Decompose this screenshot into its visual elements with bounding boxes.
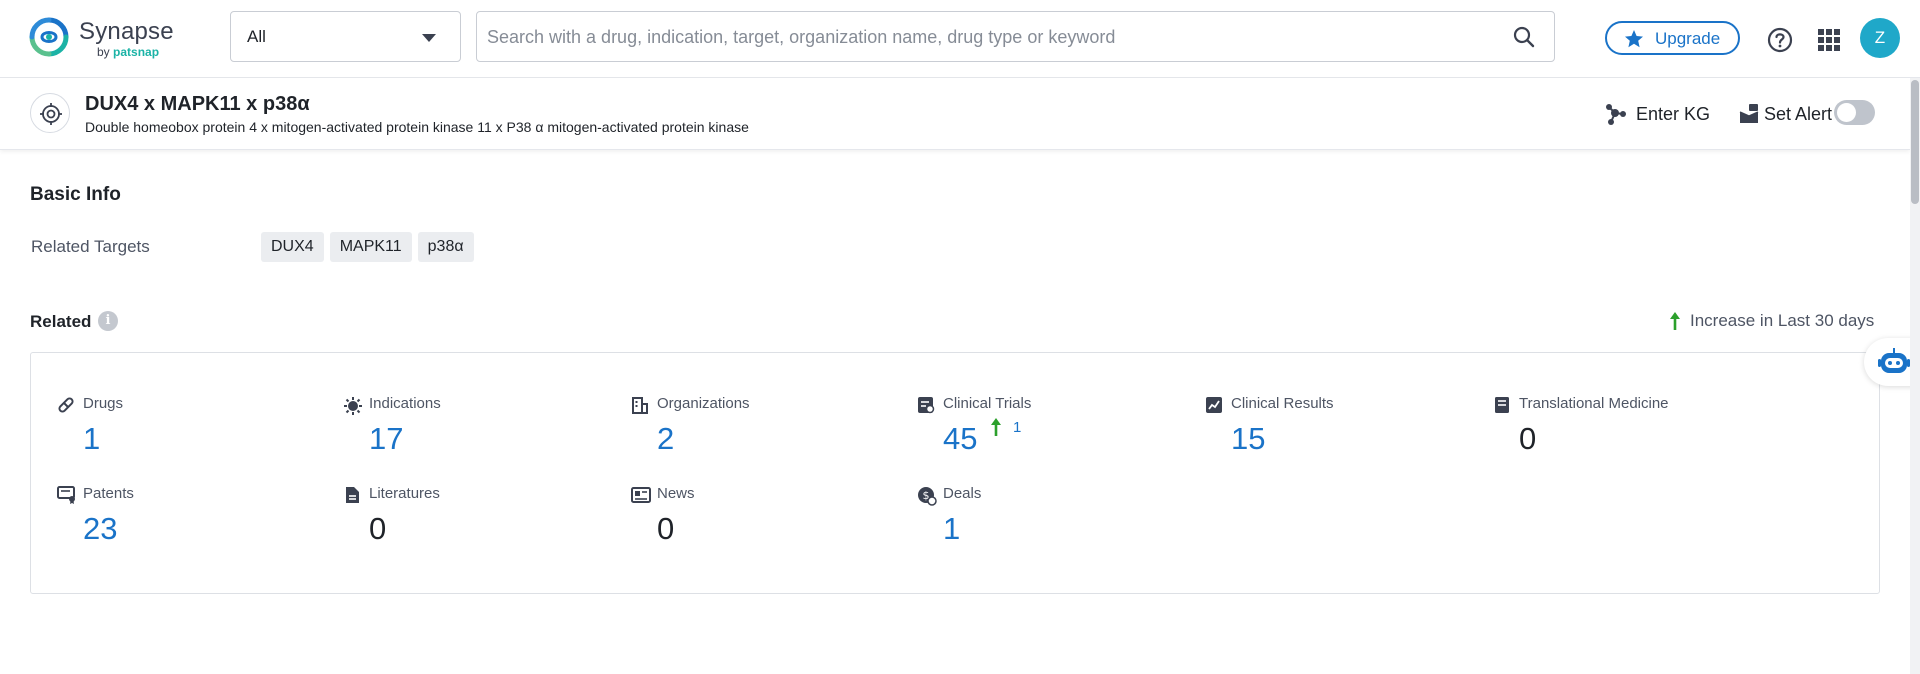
- stat-clinical-trials: Clinical Trials 45 1: [917, 395, 1187, 475]
- user-avatar[interactable]: Z: [1860, 18, 1900, 58]
- set-alert-label: Set Alert: [1764, 104, 1832, 125]
- stat-patents: Patents 23: [57, 485, 327, 565]
- stat-news: News 0: [631, 485, 901, 565]
- search-box: [476, 11, 1555, 62]
- stat-value[interactable]: 45: [943, 421, 977, 457]
- toggle-knob: [1837, 103, 1856, 122]
- patent-icon: [57, 486, 77, 504]
- stat-label: Clinical Trials: [943, 395, 1031, 412]
- entity-header: DUX4 x MAPK11 x p38α Double homeobox pro…: [0, 78, 1910, 150]
- stat-value: 0: [657, 511, 674, 547]
- stat-drugs: Drugs 1: [57, 395, 327, 475]
- apps-grid-icon[interactable]: [1817, 28, 1841, 52]
- stat-label: News: [657, 485, 695, 502]
- stat-value: 0: [369, 511, 386, 547]
- stat-translational-medicine: Translational Medicine 0: [1493, 395, 1763, 475]
- related-heading: Related: [30, 312, 91, 332]
- basic-info-heading: Basic Info: [30, 184, 121, 206]
- stat-label: Indications: [369, 395, 441, 412]
- target-icon: [40, 103, 62, 125]
- robot-icon: [1878, 347, 1910, 377]
- stat-value[interactable]: 2: [657, 421, 674, 457]
- scrollbar-thumb[interactable]: [1911, 80, 1919, 204]
- top-nav: Synapse by patsnap All Upgrade Z: [0, 0, 1920, 78]
- search-icon[interactable]: [1512, 25, 1536, 49]
- caret-down-icon: [422, 34, 436, 42]
- target-tag-p38a[interactable]: p38α: [418, 232, 474, 262]
- help-icon[interactable]: [1767, 27, 1793, 53]
- virus-icon: [343, 396, 363, 416]
- related-targets-label: Related Targets: [31, 237, 150, 257]
- knowledge-graph-icon: [1604, 102, 1628, 126]
- increase-legend-label: Increase in Last 30 days: [1690, 311, 1874, 331]
- related-targets-tags: DUX4 MAPK11 p38α: [261, 232, 474, 262]
- increase-arrow-icon: [989, 417, 1003, 437]
- stat-label: Organizations: [657, 395, 750, 412]
- stat-literatures: Literatures 0: [343, 485, 613, 565]
- stat-indications: Indications 17: [343, 395, 613, 475]
- byline-company: patsnap: [113, 45, 159, 59]
- stat-deals: $ Deals 1: [917, 485, 1187, 565]
- stat-label: Literatures: [369, 485, 440, 502]
- stat-value: 0: [1519, 421, 1536, 457]
- search-scope-value: All: [247, 27, 266, 47]
- book-icon: [1493, 396, 1511, 414]
- brand-byline: by patsnap: [97, 45, 159, 59]
- synapse-logo-icon: [29, 17, 69, 57]
- target-badge: [30, 93, 70, 133]
- stat-value[interactable]: 15: [1231, 421, 1265, 457]
- stat-value[interactable]: 1: [83, 421, 100, 457]
- deal-icon: $: [917, 486, 937, 506]
- related-stats-panel: Drugs 1 Indications 17 Organizations 2: [30, 352, 1880, 594]
- stat-increase-value[interactable]: 1: [1013, 419, 1021, 436]
- stat-label: Translational Medicine: [1519, 395, 1669, 412]
- target-tag-dux4[interactable]: DUX4: [261, 232, 324, 262]
- building-icon: [631, 396, 649, 414]
- stat-value[interactable]: 1: [943, 511, 960, 547]
- synapse-logo[interactable]: Synapse by patsnap: [29, 17, 169, 61]
- document-icon: [343, 486, 361, 504]
- stat-value[interactable]: 23: [83, 511, 117, 547]
- page-title: DUX4 x MAPK11 x p38α: [85, 93, 310, 116]
- search-scope-select[interactable]: All: [230, 11, 461, 62]
- page-subtitle: Double homeobox protein 4 x mitogen-acti…: [85, 119, 749, 135]
- stat-clinical-results: Clinical Results 15: [1205, 395, 1475, 475]
- stat-label: Deals: [943, 485, 981, 502]
- newspaper-icon: [631, 486, 651, 504]
- stat-label: Drugs: [83, 395, 123, 412]
- enter-kg-label: Enter KG: [1636, 104, 1710, 125]
- arrow-up-icon: [1668, 311, 1682, 331]
- clinical-trial-icon: [917, 396, 935, 414]
- byline-prefix: by: [97, 45, 113, 59]
- upgrade-label: Upgrade: [1655, 29, 1720, 49]
- star-icon: [1623, 28, 1645, 50]
- set-alert-toggle[interactable]: [1834, 100, 1875, 125]
- stat-label: Clinical Results: [1231, 395, 1334, 412]
- target-tag-mapk11[interactable]: MAPK11: [330, 232, 412, 262]
- brand-name: Synapse: [79, 18, 174, 46]
- chart-doc-icon: [1205, 396, 1223, 414]
- stat-organizations: Organizations 2: [631, 395, 901, 475]
- stat-label: Patents: [83, 485, 134, 502]
- info-icon[interactable]: i: [98, 311, 118, 331]
- stat-value[interactable]: 17: [369, 421, 403, 457]
- search-input[interactable]: [487, 22, 1487, 52]
- pill-icon: [57, 396, 75, 414]
- upgrade-button[interactable]: Upgrade: [1605, 21, 1740, 55]
- page-scrollbar[interactable]: [1910, 78, 1920, 674]
- alert-icon: [1738, 103, 1760, 125]
